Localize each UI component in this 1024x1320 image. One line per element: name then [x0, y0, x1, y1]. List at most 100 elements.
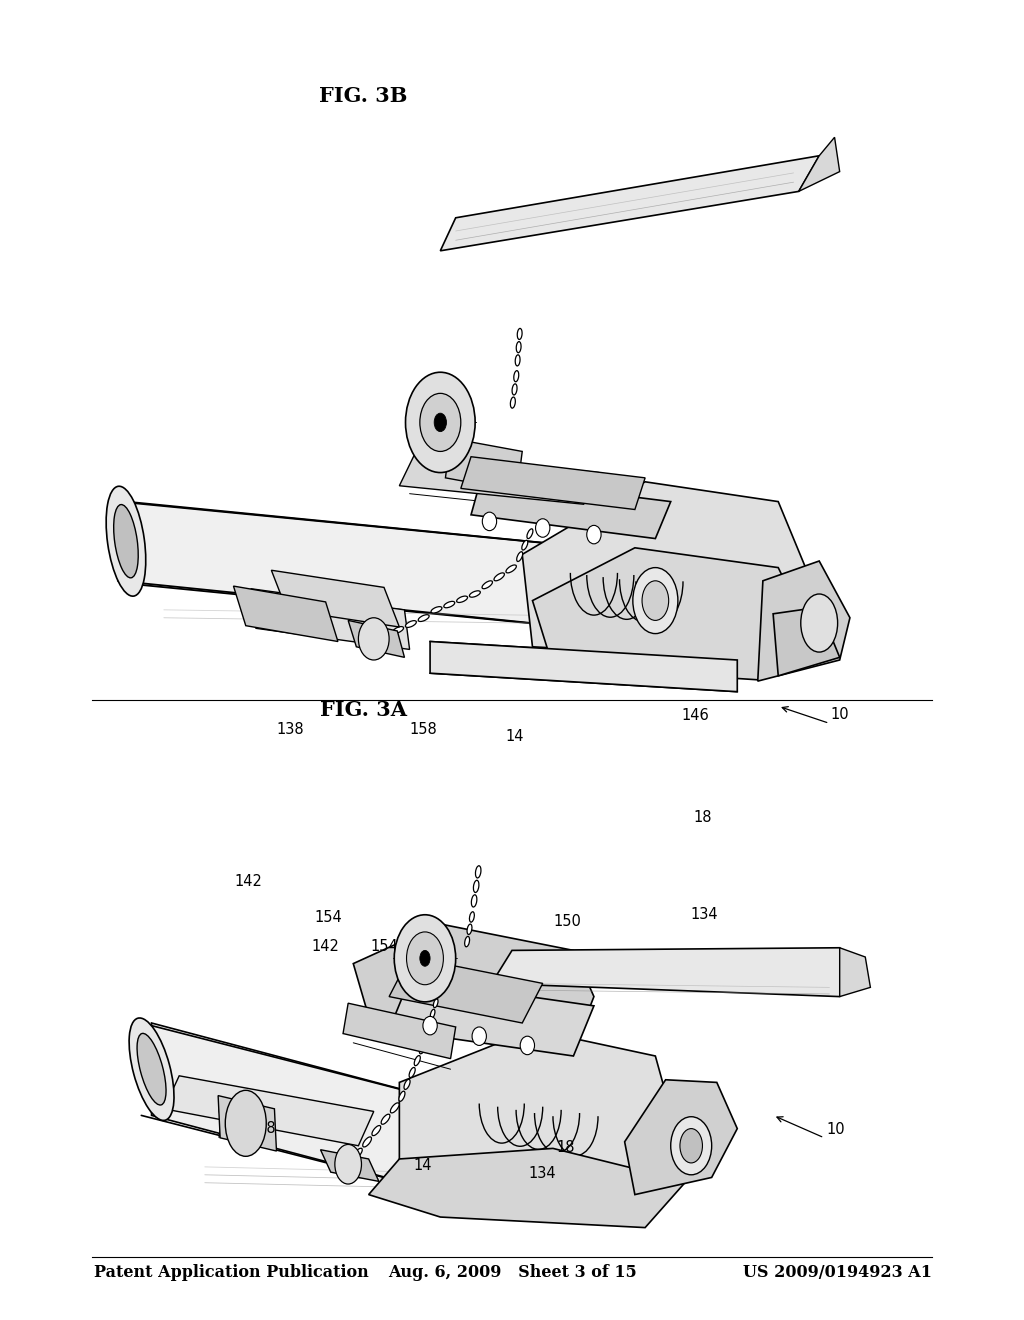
Ellipse shape	[517, 552, 522, 561]
Ellipse shape	[465, 936, 470, 946]
Ellipse shape	[436, 989, 441, 997]
Ellipse shape	[225, 1090, 266, 1156]
Polygon shape	[840, 948, 870, 997]
Polygon shape	[532, 548, 809, 680]
Ellipse shape	[335, 1144, 361, 1184]
Ellipse shape	[671, 1117, 712, 1175]
Ellipse shape	[457, 597, 468, 602]
Text: Aug. 6, 2009   Sheet 3 of 15: Aug. 6, 2009 Sheet 3 of 15	[388, 1265, 636, 1280]
Polygon shape	[369, 1148, 686, 1228]
Ellipse shape	[482, 581, 493, 589]
Polygon shape	[251, 589, 410, 649]
Text: 14: 14	[506, 729, 524, 744]
Text: 146: 146	[681, 708, 710, 723]
Ellipse shape	[406, 620, 417, 627]
Ellipse shape	[390, 1102, 399, 1113]
Polygon shape	[461, 457, 645, 510]
Ellipse shape	[381, 1114, 390, 1125]
Polygon shape	[233, 586, 338, 642]
Text: 18: 18	[556, 1139, 574, 1155]
Polygon shape	[471, 478, 671, 539]
Polygon shape	[126, 502, 635, 634]
Text: FIG. 3B: FIG. 3B	[319, 86, 408, 107]
Polygon shape	[799, 137, 840, 191]
Ellipse shape	[420, 1044, 425, 1053]
Ellipse shape	[394, 915, 456, 1002]
Polygon shape	[773, 607, 840, 676]
Ellipse shape	[642, 581, 669, 620]
Ellipse shape	[404, 1080, 410, 1089]
Text: 142: 142	[234, 874, 263, 890]
Ellipse shape	[475, 866, 481, 878]
Text: 138: 138	[276, 722, 303, 738]
Ellipse shape	[512, 384, 517, 395]
Polygon shape	[389, 957, 543, 1023]
Ellipse shape	[680, 1129, 702, 1163]
Polygon shape	[164, 1076, 374, 1146]
Polygon shape	[445, 438, 522, 491]
Polygon shape	[758, 561, 850, 681]
Ellipse shape	[424, 1031, 429, 1039]
Ellipse shape	[399, 1092, 404, 1101]
Polygon shape	[343, 1003, 456, 1059]
Ellipse shape	[420, 950, 430, 966]
Text: US 2009/0194923 A1: US 2009/0194923 A1	[742, 1265, 932, 1280]
Polygon shape	[625, 1080, 737, 1195]
Ellipse shape	[536, 519, 550, 537]
Ellipse shape	[418, 615, 429, 622]
Ellipse shape	[362, 1137, 372, 1147]
Polygon shape	[399, 1030, 681, 1195]
Text: 150: 150	[553, 913, 582, 929]
Text: 14: 14	[414, 1158, 432, 1173]
Polygon shape	[522, 482, 819, 660]
Ellipse shape	[515, 355, 520, 366]
Polygon shape	[389, 979, 594, 1056]
Text: 138: 138	[249, 1121, 275, 1137]
Ellipse shape	[514, 371, 519, 381]
Ellipse shape	[431, 607, 442, 612]
Ellipse shape	[406, 372, 475, 473]
Ellipse shape	[106, 486, 145, 597]
Text: 10: 10	[830, 706, 849, 722]
Polygon shape	[353, 924, 594, 1049]
Text: 18: 18	[693, 809, 712, 825]
Polygon shape	[152, 1023, 451, 1195]
Ellipse shape	[114, 504, 138, 578]
Polygon shape	[348, 620, 404, 657]
Ellipse shape	[372, 1126, 381, 1135]
Polygon shape	[218, 1096, 276, 1151]
Ellipse shape	[129, 1018, 174, 1121]
Text: Patent Application Publication: Patent Application Publication	[94, 1265, 369, 1280]
Ellipse shape	[516, 342, 521, 352]
Ellipse shape	[434, 413, 446, 432]
Text: 10: 10	[826, 1122, 845, 1138]
Ellipse shape	[392, 627, 403, 634]
Ellipse shape	[467, 924, 472, 935]
Polygon shape	[271, 570, 399, 627]
Ellipse shape	[443, 602, 455, 607]
Ellipse shape	[587, 525, 601, 544]
Ellipse shape	[407, 932, 443, 985]
Text: 134: 134	[529, 1166, 556, 1181]
Ellipse shape	[482, 512, 497, 531]
Ellipse shape	[506, 565, 516, 573]
Ellipse shape	[410, 1068, 415, 1077]
Ellipse shape	[433, 999, 438, 1007]
Polygon shape	[321, 1150, 379, 1181]
Ellipse shape	[420, 393, 461, 451]
Ellipse shape	[494, 573, 505, 581]
Ellipse shape	[472, 1027, 486, 1045]
Ellipse shape	[517, 329, 522, 339]
Ellipse shape	[427, 1020, 432, 1028]
Ellipse shape	[380, 632, 391, 639]
Polygon shape	[430, 642, 737, 692]
Ellipse shape	[522, 540, 527, 550]
Ellipse shape	[633, 568, 678, 634]
Ellipse shape	[471, 895, 477, 907]
Polygon shape	[440, 156, 819, 251]
Text: FIG. 3A: FIG. 3A	[321, 700, 407, 721]
Polygon shape	[492, 948, 860, 997]
Text: 154: 154	[370, 939, 398, 954]
Ellipse shape	[801, 594, 838, 652]
Ellipse shape	[469, 591, 480, 597]
